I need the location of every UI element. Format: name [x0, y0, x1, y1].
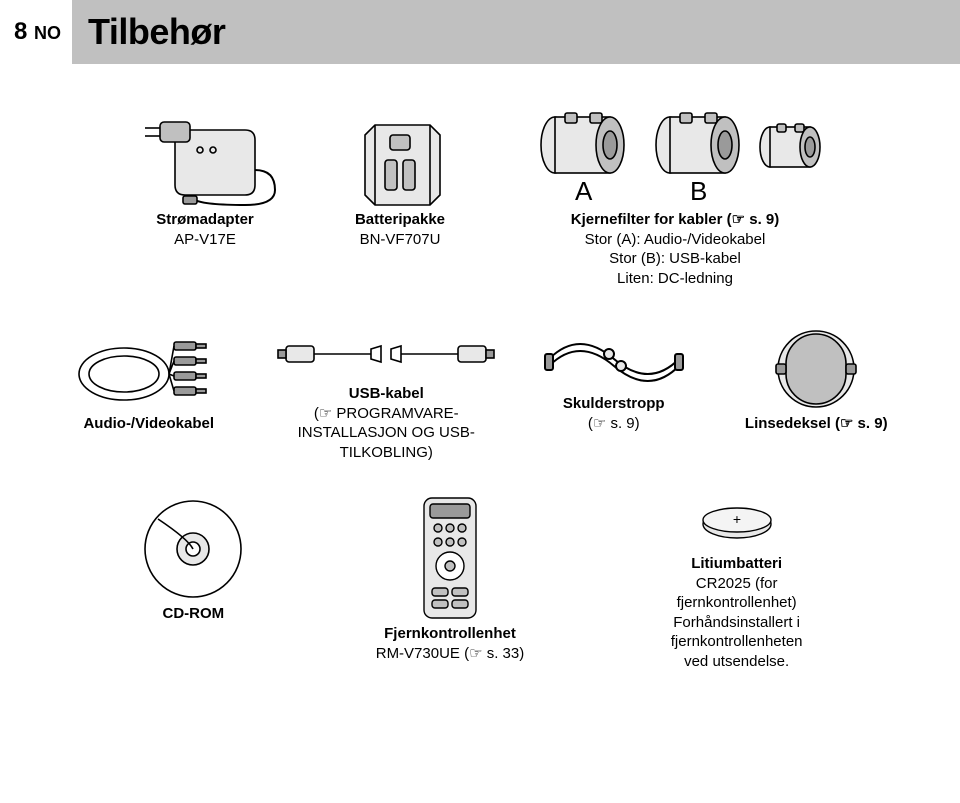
lithium-battery-l2: fjernkontrollenhet) — [677, 593, 797, 613]
core-filter-name: Kjernefilter for kabler (☞ s. 9) — [571, 210, 780, 230]
filter-label-a: A — [575, 176, 593, 206]
lithium-battery-l4: fjernkontrollenheten — [671, 632, 803, 652]
usb-cable-name: USB-kabel — [349, 384, 424, 404]
item-power-adapter: Strømadapter AP-V17E — [125, 100, 285, 288]
remote-name: Fjernkontrollenhet — [384, 624, 516, 644]
battery-pack-name: Batteripakke — [355, 210, 445, 230]
svg-text:+: + — [733, 511, 741, 527]
battery-pack-icon — [345, 100, 455, 210]
power-adapter-model: AP-V17E — [174, 230, 236, 250]
lithium-battery-l5: ved utsendelse. — [684, 652, 789, 672]
page-number-suffix: NO — [34, 23, 61, 43]
item-usb-cable: USB-kabel (☞ PROGRAMVARE- INSTALLASJON O… — [276, 324, 496, 462]
power-adapter-icon — [125, 100, 285, 210]
page-number-main: 8 — [14, 18, 27, 45]
item-shoulder-strap: Skulderstropp (☞ s. 9) — [534, 324, 694, 462]
row-3: CD-ROM — [0, 470, 960, 679]
power-adapter-name: Strømadapter — [156, 210, 254, 230]
av-cable-name: Audio-/Videokabel — [83, 414, 214, 434]
filter-label-b: B — [690, 176, 707, 206]
remote-icon — [410, 494, 490, 624]
cdrom-name: CD-ROM — [163, 604, 225, 624]
remote-sub: RM-V730UE (☞ s. 33) — [376, 644, 524, 664]
row-2: Audio-/Videokabel USB-kabel (☞ PROGRAMVA… — [0, 300, 960, 470]
av-cable-icon — [69, 324, 229, 414]
page-title: Tilbehør — [88, 11, 225, 53]
shoulder-strap-sub: (☞ s. 9) — [588, 414, 640, 434]
core-filter-line-c: Liten: DC-ledning — [617, 269, 733, 289]
page-header: 8 NO Tilbehør — [0, 0, 960, 64]
lithium-battery-name: Litiumbatteri — [691, 554, 782, 574]
item-battery-pack: Batteripakke BN-VF707U — [345, 100, 455, 288]
item-core-filter: A B Kjernefilter for kabler (☞ s. 9) Sto… — [515, 100, 835, 288]
item-lithium-battery: + Litiumbatteri CR2025 (for fjernkontrol… — [627, 494, 847, 671]
item-lens-cap: Linsedeksel (☞ s. 9) — [731, 324, 901, 462]
usb-cable-sub: (☞ PROGRAMVARE- INSTALLASJON OG USB- TIL… — [298, 404, 475, 463]
battery-pack-model: BN-VF707U — [360, 230, 441, 250]
title-bar: Tilbehør — [72, 0, 960, 64]
lens-cap-name: Linsedeksel (☞ s. 9) — [745, 414, 888, 434]
page-number: 8 NO — [14, 18, 61, 46]
item-remote: Fjernkontrollenhet RM-V730UE (☞ s. 33) — [340, 494, 560, 671]
shoulder-strap-icon — [539, 324, 689, 394]
page-number-box: 8 NO — [0, 0, 72, 64]
core-filter-line-a: Stor (A): Audio-/Videokabel — [585, 230, 766, 250]
shoulder-strap-name: Skulderstropp — [563, 394, 665, 414]
core-filter-icon: A B — [515, 100, 835, 210]
lens-cap-icon — [766, 324, 866, 414]
lithium-battery-icon: + — [692, 494, 782, 554]
core-filter-line-b: Stor (B): USB-kabel — [609, 249, 741, 269]
item-cdrom: CD-ROM — [113, 494, 273, 671]
usb-cable-icon — [276, 324, 496, 384]
lithium-battery-l1: CR2025 (for — [696, 574, 778, 594]
item-av-cable: Audio-/Videokabel — [59, 324, 239, 462]
cdrom-icon — [138, 494, 248, 604]
lithium-battery-l3: Forhåndsinstallert i — [673, 613, 800, 633]
row-1: Strømadapter AP-V17E Batteripakke BN-VF7… — [0, 64, 960, 300]
